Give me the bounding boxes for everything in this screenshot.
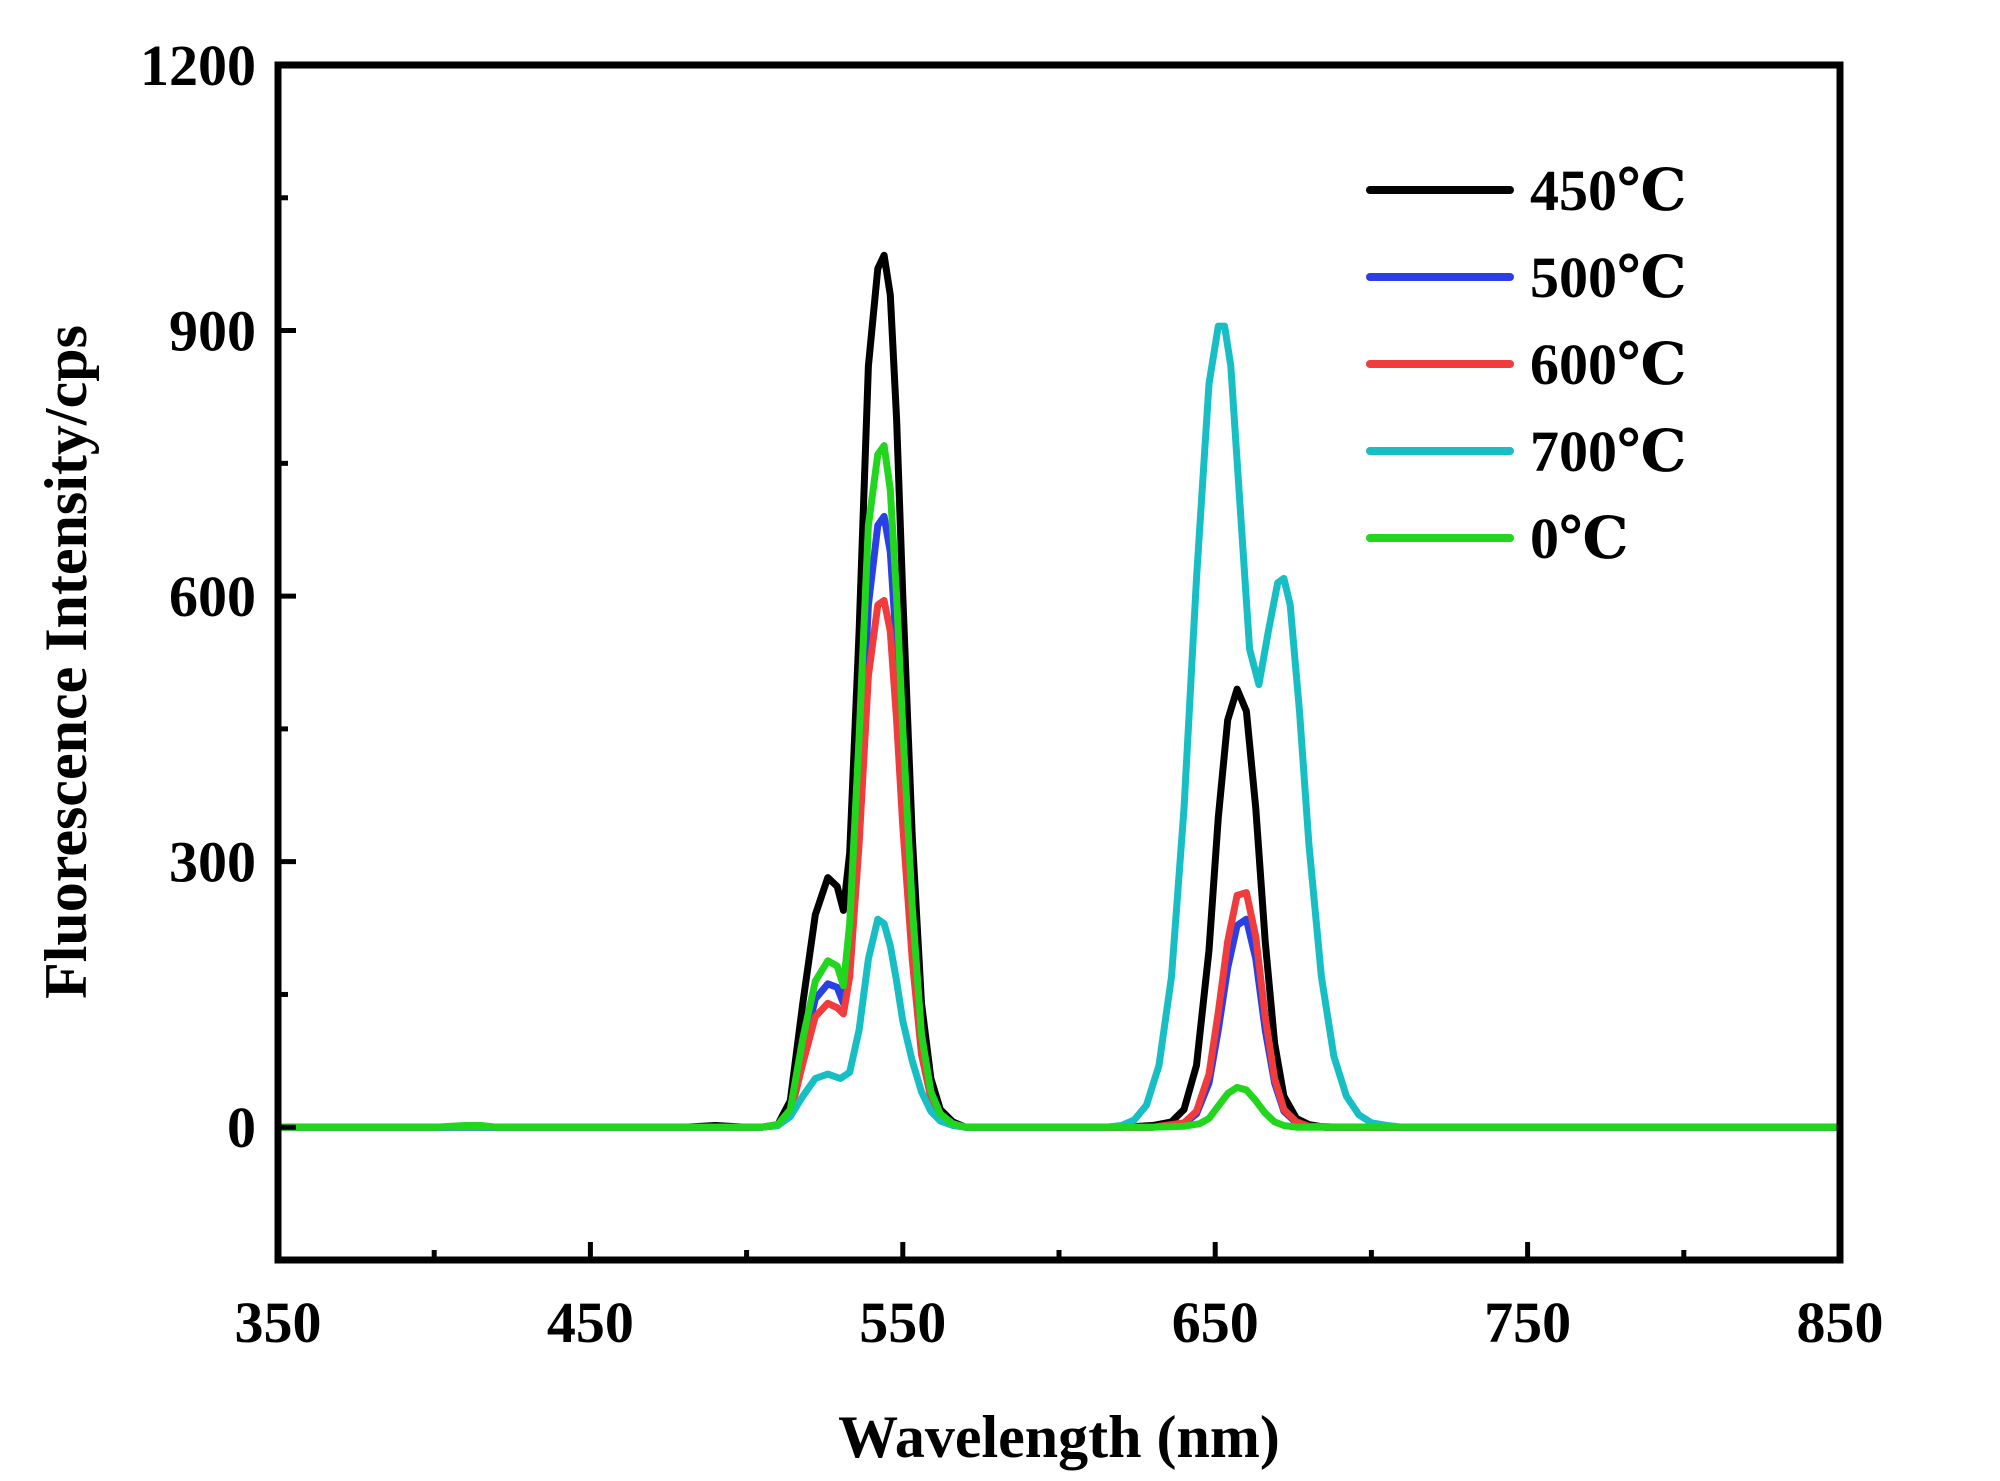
series-line-3 (274, 322, 1844, 1131)
y-tick-label: 300 (169, 830, 256, 895)
x-tick-label: 350 (235, 1290, 322, 1355)
y-axis-title: Fluorescence Intensity/cps (33, 325, 99, 999)
series-line-4 (274, 442, 1844, 1131)
x-axis-title: Wavelength (nm) (838, 1404, 1280, 1470)
legend-label-4: 0℃ (1530, 506, 1629, 571)
series-layer (274, 251, 1844, 1131)
legend: 450℃ 500℃ 600℃ 700℃ 0℃ (1366, 158, 1687, 571)
x-tick-label: 750 (1484, 1290, 1571, 1355)
y-tick-label: 600 (169, 564, 256, 629)
legend-label-1: 500℃ (1530, 245, 1687, 310)
x-tick-label: 550 (859, 1290, 946, 1355)
x-tick-label: 650 (1172, 1290, 1259, 1355)
x-tick-label: 450 (547, 1290, 634, 1355)
y-tick-label: 0 (227, 1095, 256, 1160)
x-tick-label: 850 (1797, 1290, 1884, 1355)
y-tick-label: 900 (169, 299, 256, 364)
legend-label-0: 450℃ (1530, 158, 1687, 223)
y-tick-label: 1200 (140, 33, 256, 98)
legend-label-2: 600℃ (1530, 332, 1687, 397)
legend-label-3: 700℃ (1530, 419, 1687, 484)
tick-layer: 350 450 550 650 750 850 0 300 600 900 1200 (140, 33, 1884, 1355)
